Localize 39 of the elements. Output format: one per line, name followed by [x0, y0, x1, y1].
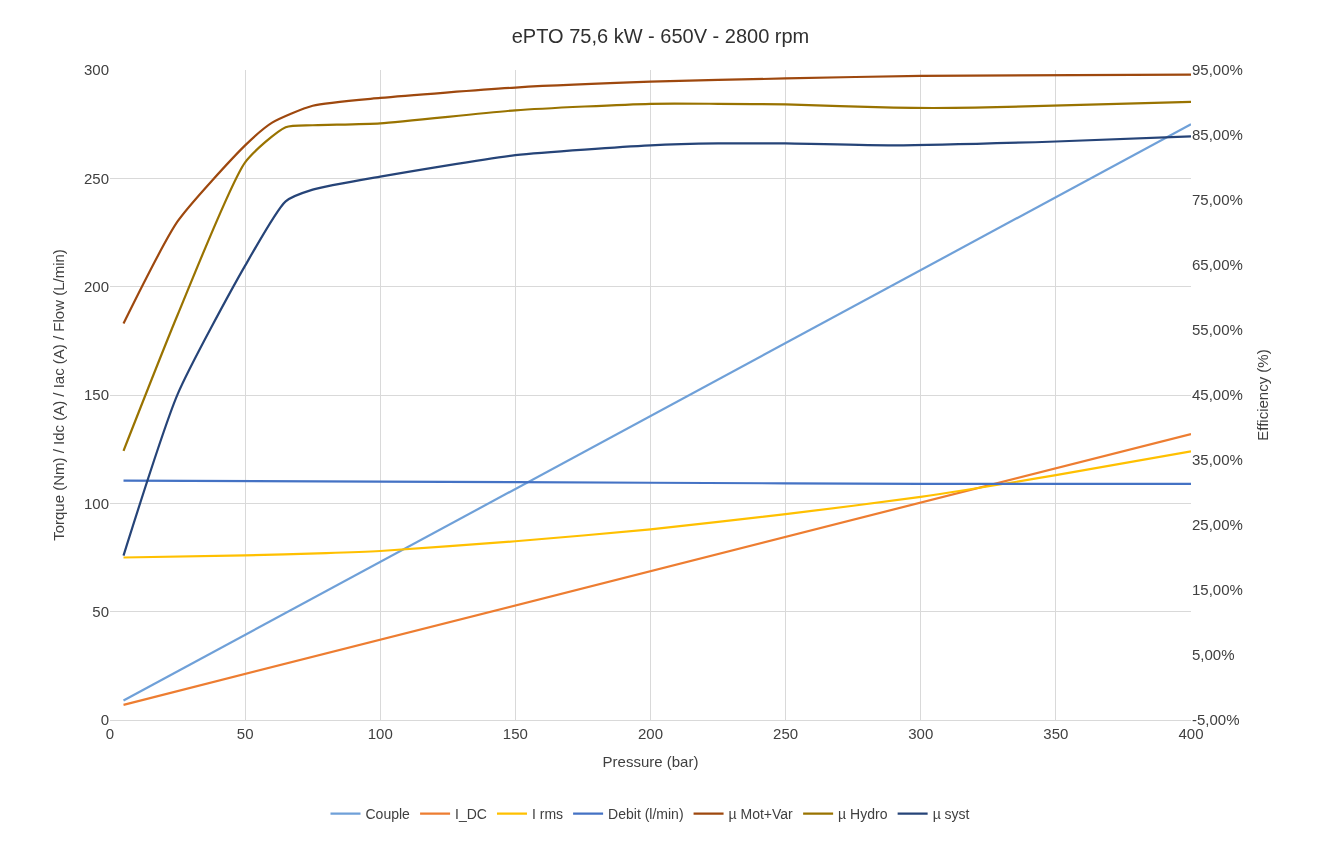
x-tick-label: 250 [773, 725, 799, 742]
y2-tick-label: 75,00% [1192, 191, 1243, 209]
y-tick-label: 300 [83, 61, 109, 79]
y2-axis-title: Efficiency (%) [1253, 349, 1271, 441]
x-tick-label: 150 [502, 725, 528, 742]
line-series [122, 135, 1191, 557]
legend-label: µ Mot+Var [728, 806, 794, 823]
legend-label: Couple [365, 806, 411, 823]
line-series [122, 450, 1191, 559]
y2-tick-label: 85,00% [1192, 126, 1243, 144]
x-tick-label: 300 [908, 725, 934, 742]
x-tick-label: 350 [1043, 725, 1069, 742]
line-series [122, 73, 1191, 325]
legend-label: µ Hydro [838, 806, 888, 823]
legend-label: I_DC [455, 806, 487, 823]
x-axis-title: Pressure (bar) [602, 753, 699, 770]
y-tick-label: 0 [100, 711, 109, 729]
y2-tick-label: 65,00% [1192, 256, 1243, 274]
y2-tick-label: 45,00% [1192, 386, 1243, 404]
legend-label: Debit (l/min) [608, 806, 684, 823]
x-tick-label: 200 [637, 725, 664, 742]
y-axis-title: Torque (Nm) / Idc (A) / Iac (A) / Flow (L/min) [50, 249, 68, 541]
line-series [122, 100, 1191, 452]
y2-tick-label: 35,00% [1192, 451, 1243, 469]
y2-tick-label: 25,00% [1192, 516, 1243, 534]
legend-label: I rms [531, 806, 564, 823]
y-tick-label: 50 [92, 602, 109, 620]
y2-tick-label: 95,00% [1192, 61, 1243, 79]
y-tick-label: 150 [83, 386, 109, 404]
y-tick-label: 100 [83, 494, 109, 512]
legend-label: µ syst [932, 806, 970, 823]
y-tick-label: 250 [83, 169, 109, 187]
y2-tick-label: 55,00% [1192, 321, 1243, 339]
x-tick-label: 50 [236, 725, 254, 742]
y-tick-label: 200 [83, 277, 109, 295]
x-tick-label: 100 [367, 725, 393, 742]
chart-title: ePTO 75,6 kW - 650V - 2800 rpm [511, 25, 810, 48]
y2-tick-label: 15,00% [1192, 581, 1243, 599]
y2-tick-label: 5,00% [1192, 646, 1235, 664]
